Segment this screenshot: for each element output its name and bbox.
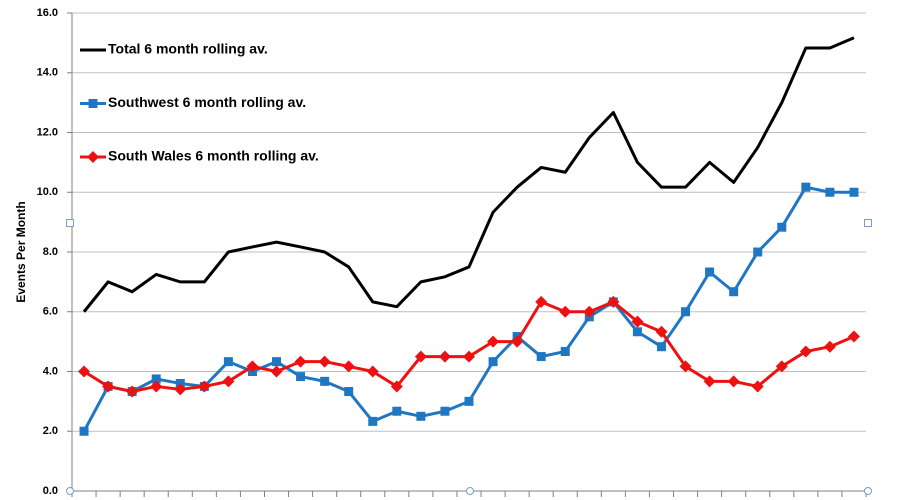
legend-label: Total 6 month rolling av.: [108, 41, 268, 57]
marker: [416, 411, 426, 421]
marker: [560, 346, 570, 356]
marker: [607, 295, 620, 308]
marker: [78, 365, 91, 378]
marker: [440, 406, 450, 416]
marker: [583, 305, 596, 318]
selection-handle: [864, 219, 872, 227]
marker: [801, 182, 811, 192]
marker: [246, 360, 259, 373]
marker: [342, 360, 355, 373]
marker: [390, 380, 403, 393]
marker: [655, 325, 668, 338]
marker: [392, 406, 402, 416]
marker: [849, 187, 859, 197]
selection-handle: [466, 487, 474, 495]
y-tick-label: 14.0: [37, 67, 58, 79]
selection-handle: [66, 487, 74, 495]
marker: [679, 360, 692, 373]
marker: [729, 287, 739, 297]
y-tick-label: 4.0: [43, 365, 58, 377]
marker: [150, 380, 163, 393]
marker: [414, 350, 427, 363]
marker: [272, 357, 282, 367]
y-tick-label: 6.0: [43, 306, 58, 318]
y-tick-label: 2.0: [43, 425, 58, 437]
y-tick-label: 0.0: [43, 485, 58, 497]
marker: [464, 396, 474, 406]
marker: [294, 355, 307, 368]
marker: [222, 375, 235, 388]
y-tick-label: 12.0: [37, 126, 58, 138]
marker: [656, 342, 666, 352]
marker: [126, 385, 139, 398]
legend-marker: [87, 151, 99, 163]
marker: [775, 360, 788, 373]
marker: [705, 267, 715, 277]
marker: [751, 380, 764, 393]
y-axis-label: Events Per Month: [14, 201, 28, 302]
marker: [488, 357, 498, 367]
marker: [463, 350, 475, 363]
marker: [799, 345, 812, 358]
y-tick-label: 8.0: [43, 246, 58, 258]
marker: [536, 352, 546, 362]
y-tick-label: 10.0: [37, 186, 58, 198]
marker: [825, 187, 835, 197]
legend-label: Southwest 6 month rolling av.: [108, 94, 306, 110]
marker: [151, 374, 161, 384]
marker: [753, 247, 763, 257]
marker: [727, 375, 740, 388]
legend-marker: [88, 99, 98, 108]
marker: [320, 376, 330, 386]
marker: [632, 327, 642, 337]
marker: [223, 357, 233, 367]
marker: [344, 387, 354, 397]
marker: [102, 380, 115, 393]
marker: [79, 426, 89, 436]
selection-handle: [66, 219, 74, 227]
marker: [270, 365, 283, 378]
marker: [438, 350, 451, 363]
selection-handle: [864, 487, 872, 495]
marker: [631, 315, 644, 328]
y-tick-label: 16.0: [37, 7, 58, 19]
series-line: [82, 36, 855, 313]
marker: [511, 335, 524, 348]
marker: [823, 340, 836, 353]
marker: [681, 307, 691, 317]
marker: [174, 383, 187, 396]
legend-label: South Wales 6 month rolling av.: [108, 148, 319, 164]
marker: [198, 380, 211, 393]
marker: [368, 416, 378, 426]
marker: [847, 330, 860, 343]
marker: [535, 295, 548, 308]
marker: [703, 375, 716, 388]
marker: [296, 372, 306, 382]
marker: [559, 305, 572, 318]
marker: [318, 355, 331, 368]
marker: [487, 335, 500, 348]
marker: [777, 222, 787, 232]
marker: [366, 365, 379, 378]
